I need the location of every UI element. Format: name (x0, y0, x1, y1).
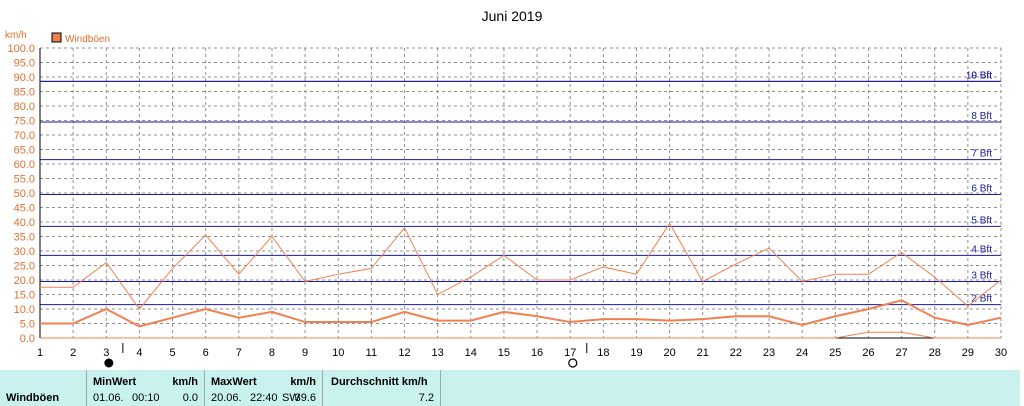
x-tick-label: 11 (366, 347, 377, 359)
max-header: MaxWert (211, 376, 257, 388)
x-tick-label: 7 (236, 347, 242, 359)
y-tick-label: 45.0 (14, 203, 35, 215)
x-tick-label: 27 (895, 347, 907, 359)
max-time: 22:40 (250, 392, 278, 404)
x-tick-label: 16 (531, 347, 543, 359)
y-tick-label: 10.0 (14, 304, 35, 316)
statistics-band (0, 370, 1020, 406)
max-date: 20.06. (211, 392, 242, 404)
y-tick-label: 70.0 (14, 130, 35, 142)
y-tick-label: 95.0 (14, 58, 35, 70)
stats-row-label-cell: Windböen (0, 370, 86, 406)
y-tick-label: 80.0 (14, 101, 35, 113)
x-tick-label: 9 (302, 347, 308, 359)
stats-divider (322, 370, 323, 406)
avg-value: 7.2 (418, 392, 434, 404)
beaufort-label: 9 Bft (971, 70, 992, 81)
stats-min-cell: MinWert km/h 01.06. 00:10 0.0 (87, 370, 204, 406)
x-tick-label: 1 (37, 347, 43, 359)
min-unit: km/h (172, 376, 198, 388)
y-tick-label: 65.0 (14, 145, 35, 157)
y-tick-label: 90.0 (14, 72, 35, 84)
y-tick-label: 50.0 (14, 188, 35, 200)
y-tick-label: 5.0 (20, 319, 35, 331)
x-tick-label: 20 (663, 347, 675, 359)
series-line-min (40, 331, 1001, 339)
x-tick-label: 18 (597, 347, 609, 359)
y-tick-label: 35.0 (14, 232, 35, 244)
stats-divider (86, 370, 87, 406)
beaufort-label: 5 Bft (971, 215, 992, 226)
new-moon-icon (104, 358, 114, 368)
min-value: 0.0 (182, 392, 198, 404)
series-line-avg (40, 299, 1002, 328)
full-moon-icon (568, 358, 578, 368)
max-direction: SW (282, 392, 300, 404)
stats-divider (204, 370, 205, 406)
stats-row-label: Windböen (6, 392, 60, 404)
x-tick-label: 28 (929, 347, 941, 359)
min-date: 01.06. (93, 392, 124, 404)
beaufort-label: 6 Bft (971, 183, 992, 194)
x-tick-label: 4 (136, 347, 142, 359)
x-tick-label: 22 (730, 347, 742, 359)
x-tick-label: 30 (995, 347, 1007, 359)
series-line-max (40, 222, 1002, 310)
chart-title: Juni 2019 (482, 8, 543, 24)
beaufort-label: 7 Bft (971, 149, 992, 160)
y-tick-label: 20.0 (14, 275, 35, 287)
x-tick-label: 23 (763, 347, 775, 359)
x-tick-label: 21 (697, 347, 709, 359)
y-tick-label: 0.0 (20, 333, 35, 345)
y-tick-label: 85.0 (14, 87, 35, 99)
min-header: MinWert (93, 376, 137, 388)
avg-header: Durchschnitt km/h (331, 376, 428, 388)
max-value: 39.6 (294, 392, 316, 404)
x-tick-label: 26 (862, 347, 874, 359)
x-tick-label: 10 (332, 347, 344, 359)
plot-area: 2 Bft 3 Bft 4 Bft 5 Bft 6 Bft 7 Bft 8 Bft 9 Bft… (7, 43, 1007, 368)
x-tick-label: 8 (269, 347, 275, 359)
legend-label: Windböen (65, 34, 110, 45)
stats-max-cell: MaxWert km/h 20.06. 22:40 SW 39.6 (205, 370, 322, 406)
max-unit: km/h (290, 376, 316, 388)
y-tick-label: 60.0 (14, 159, 35, 171)
y-tick-label: 30.0 (14, 246, 35, 258)
x-tick-label: 15 (498, 347, 510, 359)
x-tick-label: 12 (398, 347, 410, 359)
x-tick-label: 29 (962, 347, 974, 359)
min-time: 00:10 (132, 392, 160, 404)
y-tick-label: 75.0 (14, 116, 35, 128)
statistics-panel: Windböen MinWert km/h 01.06. 00:10 0.0 M… (0, 370, 1024, 406)
y-tick-label: 100.0 (7, 43, 35, 55)
x-tick-label: 14 (465, 347, 477, 359)
x-tick-label: 3 (103, 347, 109, 359)
x-tick-label: 19 (630, 347, 642, 359)
beaufort-label: 8 Bft (971, 111, 992, 122)
beaufort-label: 3 Bft (971, 270, 992, 281)
x-tick-label: 25 (829, 347, 841, 359)
x-tick-label: 6 (203, 347, 209, 359)
y-tick-label: 15.0 (14, 290, 35, 302)
beaufort-label: 10 Bft (966, 70, 992, 81)
x-tick-label: 13 (432, 347, 444, 359)
y-axis-unit: km/h (5, 30, 27, 41)
x-tick-label: 24 (796, 347, 808, 359)
beaufort-label: 4 Bft (971, 244, 992, 255)
legend-swatch (51, 32, 62, 43)
y-tick-label: 55.0 (14, 174, 35, 186)
x-tick-label: 2 (70, 347, 76, 359)
beaufort-label: 2 Bft (971, 294, 992, 305)
y-tick-label: 25.0 (14, 261, 35, 273)
stats-divider (440, 370, 441, 406)
x-tick-label: 5 (169, 347, 175, 359)
wind-gust-chart: Juni 2019 km/h Windböen 2 Bft 3 Bft 4 Bft 5… (5, 8, 1007, 368)
x-tick-label: 17 (564, 347, 576, 359)
stats-avg-cell: Durchschnitt km/h 7.2 (323, 370, 440, 406)
y-tick-label: 40.0 (14, 217, 35, 229)
